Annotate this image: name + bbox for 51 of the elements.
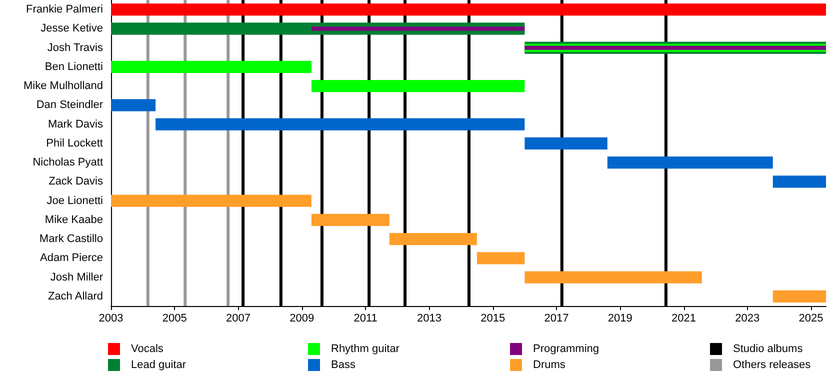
x-tick-label: 2023 <box>735 312 760 324</box>
x-tick-label: 2007 <box>226 312 251 324</box>
legend-label: Rhythm guitar <box>331 343 400 355</box>
legend-label: Vocals <box>131 343 164 355</box>
bar <box>111 99 156 112</box>
bar <box>111 194 312 207</box>
x-tick-label: 2021 <box>672 312 696 324</box>
x-tick-label: 2013 <box>416 312 442 324</box>
y-tick-label: Adam Pierce <box>40 252 103 264</box>
bar <box>524 271 702 284</box>
y-tick-label: Joe Lionetti <box>46 194 103 207</box>
x-tick-label: 2003 <box>98 312 124 324</box>
y-tick-label: Frankie Palmeri <box>26 4 103 16</box>
bar <box>476 252 525 264</box>
legend-label: Studio albums <box>733 343 804 355</box>
bar <box>524 137 608 150</box>
x-tick-label: 2011 <box>354 312 378 324</box>
y-tick-label: Josh Travis <box>47 42 104 54</box>
x-tick-label: 2015 <box>480 312 506 324</box>
legend-label: Drums <box>533 359 566 371</box>
y-tick-label: Josh Miller <box>50 271 104 284</box>
legend-label: Bass <box>331 359 356 371</box>
x-tick-label: 2017 <box>544 312 569 324</box>
x-tick-label: 2019 <box>608 312 632 324</box>
x-tick-label: 2009 <box>290 312 314 324</box>
bar <box>772 176 826 188</box>
bar <box>111 60 312 73</box>
bar <box>772 290 826 302</box>
x-tick-label: 2005 <box>162 312 187 324</box>
bar <box>111 4 826 16</box>
y-tick-label: Phil Lockett <box>46 137 103 150</box>
y-tick-label: Mark Castillo <box>39 233 103 246</box>
bar <box>311 26 525 31</box>
legend-label: Lead guitar <box>131 359 186 371</box>
bar <box>389 233 477 246</box>
y-tick-label: Ben Lionetti <box>44 60 103 73</box>
y-tick-label: Jesse Ketive <box>40 22 103 35</box>
y-tick-label: Mark Davis <box>48 118 104 130</box>
y-tick-label: Mike Kaabe <box>44 214 103 226</box>
bar <box>156 118 525 130</box>
y-tick-label: Nicholas Pyatt <box>32 156 103 169</box>
legend-label: Others releases <box>733 359 812 371</box>
y-tick-label: Dan Steindler <box>36 99 104 112</box>
x-tick-label: 2025 <box>798 312 824 324</box>
bar <box>311 80 525 92</box>
y-tick-label: Zach Allard <box>48 290 103 302</box>
bar <box>311 214 390 226</box>
y-tick-label: Mike Mulholland <box>24 80 103 92</box>
bar <box>607 156 773 169</box>
legend-label: Programming <box>533 343 600 355</box>
y-tick-label: Zack Davis <box>48 176 104 188</box>
